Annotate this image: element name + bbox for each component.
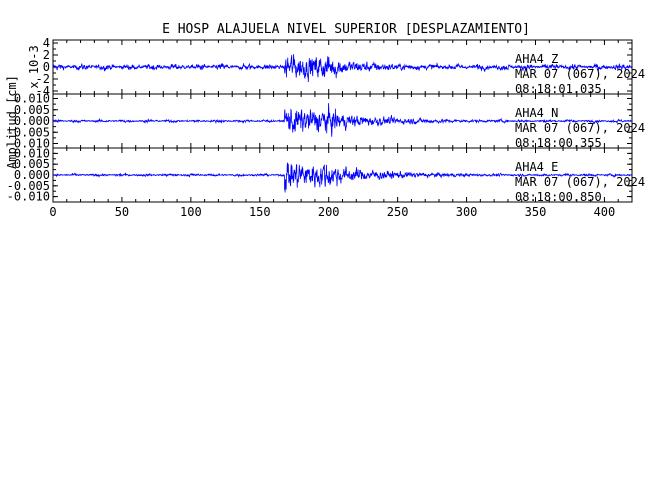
station-label: AHA4 N <box>515 106 558 120</box>
y-tick-label: -0.010 <box>7 137 50 151</box>
x-tick-label: 100 <box>180 205 202 219</box>
time-label: 08:18:00.850 <box>515 190 602 204</box>
x-tick-label: 150 <box>249 205 271 219</box>
x-tick-label: 300 <box>456 205 478 219</box>
waveform-trace-n <box>52 103 633 137</box>
x-tick-label: 200 <box>318 205 340 219</box>
date-label: MAR 07 (067), 2024 <box>515 121 645 135</box>
date-label: MAR 07 (067), 2024 <box>515 175 645 189</box>
y-tick-label: -0.010 <box>7 190 50 204</box>
y-tick-label: -0.005 <box>7 179 50 193</box>
scale-label: x 10-3 <box>27 45 41 88</box>
y-tick-label: 4 <box>43 36 50 50</box>
chart-title: E HOSP ALAJUELA NIVEL SUPERIOR [DESPLAZA… <box>162 22 530 37</box>
waveform-trace-e <box>52 162 633 193</box>
waveform-trace-z <box>52 54 633 83</box>
y-tick-label: 0.000 <box>14 168 50 182</box>
station-label: AHA4 Z <box>515 52 558 66</box>
y-tick-label: 0 <box>43 60 50 74</box>
y-tick-label: 2 <box>43 48 50 62</box>
x-axis: 0 50 100 150 200 250 300 350 400 <box>49 205 615 219</box>
y-tick-label: -4 <box>36 84 50 98</box>
y-tick-label: 0.010 <box>14 92 50 106</box>
x-tick-label: 50 <box>115 205 129 219</box>
y-axis-label: Amplitud [cm] <box>5 75 19 169</box>
time-label: 08:18:01.035 <box>515 82 602 96</box>
y-tick-label: -2 <box>36 72 50 86</box>
x-tick-label: 400 <box>594 205 616 219</box>
y-tick-label: -0.005 <box>7 125 50 139</box>
time-label: 08:18:00.355 <box>515 136 602 150</box>
x-tick-label: 250 <box>387 205 409 219</box>
x-tick-label: 0 <box>49 205 56 219</box>
date-label: MAR 07 (067), 2024 <box>515 67 645 81</box>
y-tick-label: 0.010 <box>14 146 50 160</box>
x-tick-label: 350 <box>525 205 547 219</box>
y-tick-label: 0.005 <box>14 157 50 171</box>
y-tick-label: 0.005 <box>14 103 50 117</box>
y-tick-label: 0.000 <box>14 114 50 128</box>
station-label: AHA4 E <box>515 160 558 174</box>
